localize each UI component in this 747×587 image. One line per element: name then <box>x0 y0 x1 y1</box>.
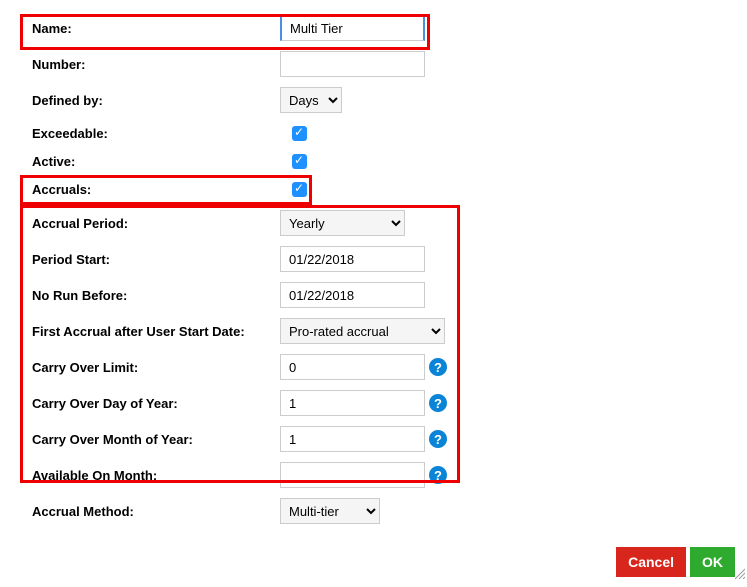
row-accrual-method: Accrual Method: Multi-tier <box>10 493 737 529</box>
label-exceedable: Exceedable: <box>10 126 280 141</box>
row-no-run-before: No Run Before: <box>10 277 737 313</box>
label-carry-over-month: Carry Over Month of Year: <box>10 432 280 447</box>
input-carry-over-limit[interactable] <box>280 354 425 380</box>
label-active: Active: <box>10 154 280 169</box>
footer: Cancel OK <box>10 529 737 577</box>
row-defined-by: Defined by: Days <box>10 82 737 118</box>
row-number: Number: <box>10 46 737 82</box>
label-no-run-before: No Run Before: <box>10 288 280 303</box>
input-carry-over-month[interactable] <box>280 426 425 452</box>
ok-button[interactable]: OK <box>690 547 735 577</box>
row-name: Name: <box>10 10 737 46</box>
row-available-on-month: Available On Month: ? <box>10 457 737 493</box>
row-carry-over-limit: Carry Over Limit: ? <box>10 349 737 385</box>
input-name[interactable] <box>280 15 425 41</box>
label-carry-over-day: Carry Over Day of Year: <box>10 396 280 411</box>
select-first-accrual[interactable]: Pro-rated accrual <box>280 318 445 344</box>
checkbox-exceedable[interactable] <box>292 126 307 141</box>
row-carry-over-month: Carry Over Month of Year: ? <box>10 421 737 457</box>
input-available-on-month[interactable] <box>280 462 425 488</box>
row-accruals: Accruals: <box>10 174 737 205</box>
label-name: Name: <box>10 21 280 36</box>
help-icon[interactable]: ? <box>429 430 447 448</box>
select-accrual-method[interactable]: Multi-tier <box>280 498 380 524</box>
row-exceedable: Exceedable: <box>10 118 737 149</box>
cancel-button[interactable]: Cancel <box>616 547 686 577</box>
row-first-accrual: First Accrual after User Start Date: Pro… <box>10 313 737 349</box>
select-defined-by[interactable]: Days <box>280 87 342 113</box>
input-carry-over-day[interactable] <box>280 390 425 416</box>
checkbox-active[interactable] <box>292 154 307 169</box>
label-accrual-method: Accrual Method: <box>10 504 280 519</box>
label-period-start: Period Start: <box>10 252 280 267</box>
input-number[interactable] <box>280 51 425 77</box>
resize-grip-icon[interactable] <box>733 567 745 579</box>
row-accrual-period: Accrual Period: Yearly <box>10 205 737 241</box>
select-accrual-period[interactable]: Yearly <box>280 210 405 236</box>
help-icon[interactable]: ? <box>429 394 447 412</box>
label-carry-over-limit: Carry Over Limit: <box>10 360 280 375</box>
row-active: Active: <box>10 149 737 174</box>
input-period-start[interactable] <box>280 246 425 272</box>
row-carry-over-day: Carry Over Day of Year: ? <box>10 385 737 421</box>
label-number: Number: <box>10 57 280 72</box>
input-no-run-before[interactable] <box>280 282 425 308</box>
form-container: Name: Number: Defined by: Days Exceedabl… <box>10 10 737 577</box>
label-first-accrual: First Accrual after User Start Date: <box>10 324 280 339</box>
label-defined-by: Defined by: <box>10 93 280 108</box>
label-accrual-period: Accrual Period: <box>10 216 280 231</box>
label-accruals: Accruals: <box>10 182 280 197</box>
help-icon[interactable]: ? <box>429 466 447 484</box>
row-period-start: Period Start: <box>10 241 737 277</box>
checkbox-accruals[interactable] <box>292 182 307 197</box>
help-icon[interactable]: ? <box>429 358 447 376</box>
label-available-on-month: Available On Month: <box>10 468 280 483</box>
